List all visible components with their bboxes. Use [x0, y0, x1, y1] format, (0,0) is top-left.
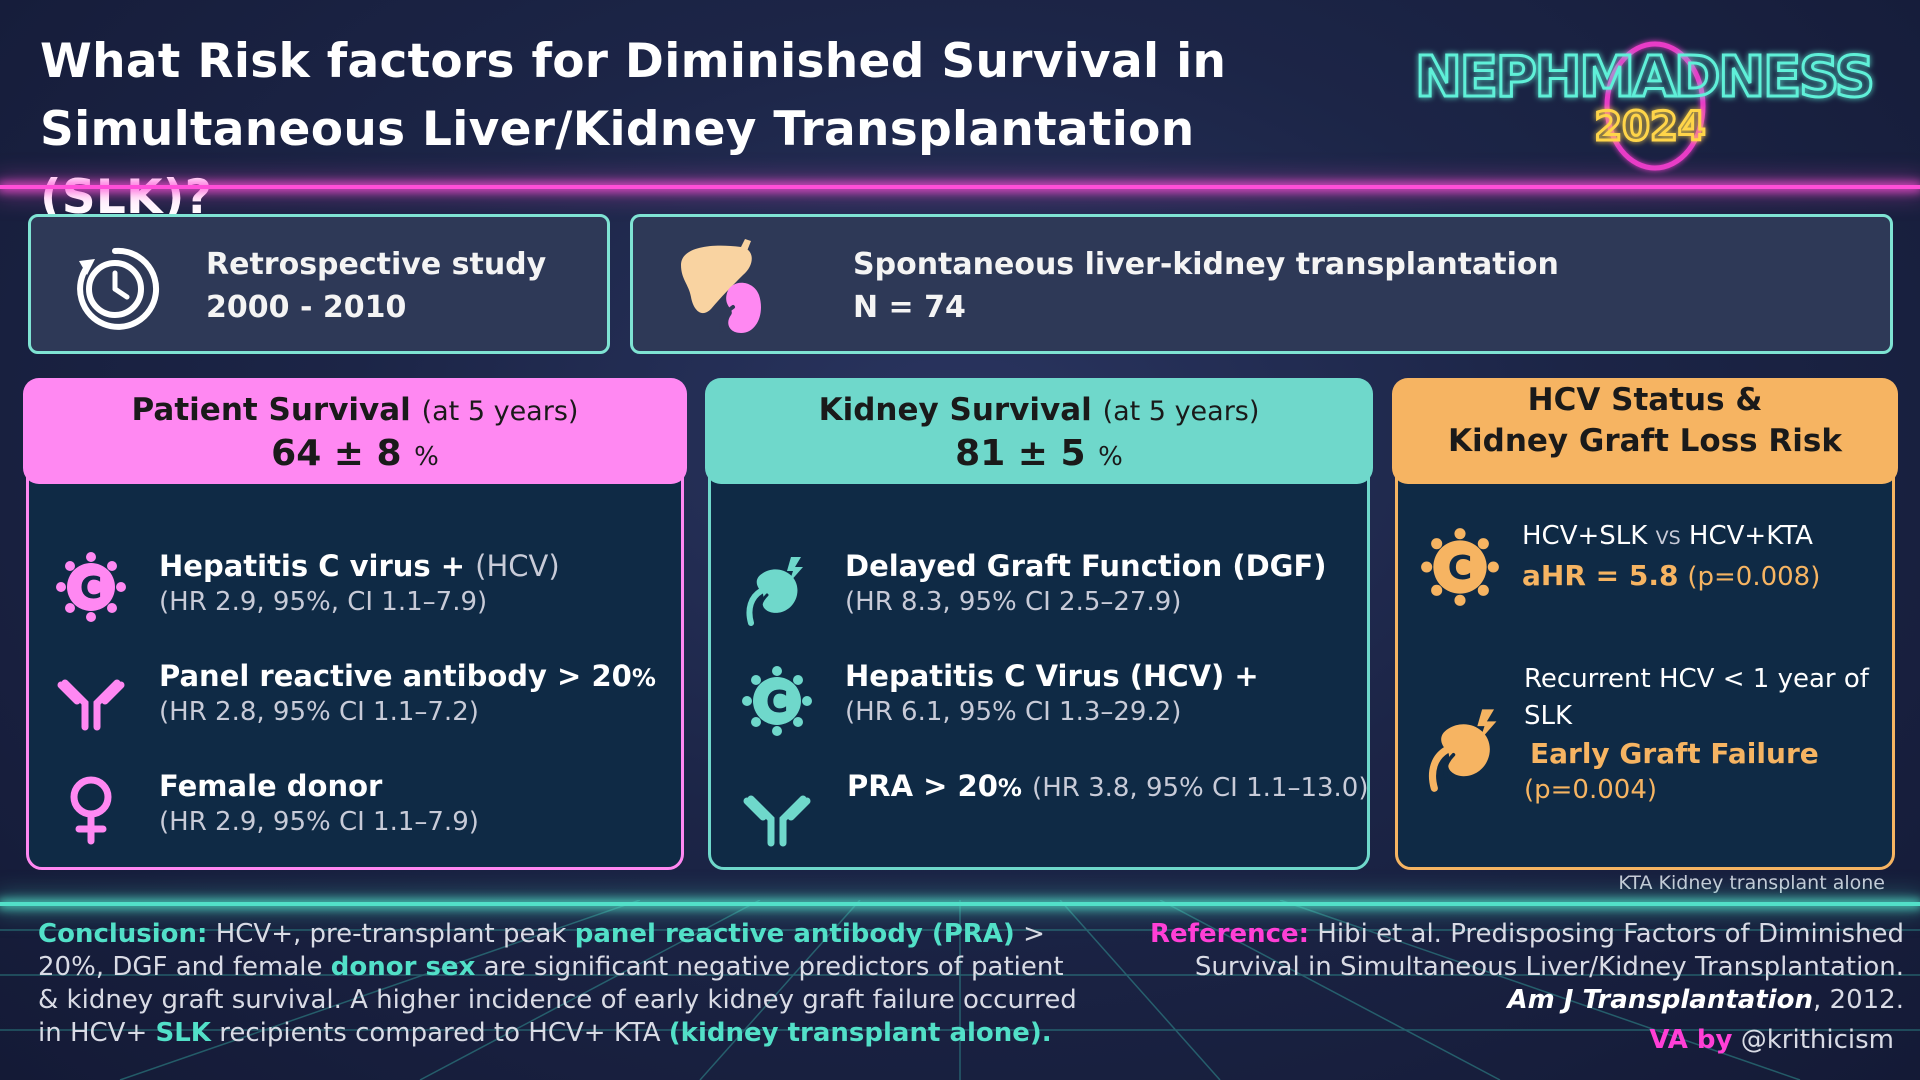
patient-survival-unit: % — [414, 442, 439, 472]
risk-item-female-donor: Female donor (HR 2.9, 95% CI 1.1–7.9) — [29, 769, 681, 859]
hcv-recurrent: Recurrent HCV < 1 year of SLK — [1524, 661, 1869, 735]
page-title: What Risk factors for Diminished Surviva… — [40, 28, 1380, 232]
risk-item-hcv: C Hepatitis C virus + (HCV) (HR 2.9, 95%… — [29, 549, 681, 639]
conclusion-part-2: > 20%, DGF and female — [38, 919, 1045, 982]
study-type: Retrospective study — [206, 247, 547, 282]
background-grid — [0, 900, 1920, 1080]
failing-kidney-icon — [1428, 709, 1497, 792]
hcv-ahr-value: aHR = 5.8 — [1522, 559, 1679, 592]
header-divider — [0, 185, 1920, 189]
population-info-box: Spontaneous liver-kidney transplantation… — [630, 214, 1893, 354]
hcv-cmp-a: HCV+SLK — [1522, 521, 1648, 551]
risk-item-hcv-kidney: C Hepatitis C Virus (HCV) + (HR 6.1, 95%… — [711, 659, 1367, 749]
risk-hcv-stats: (HR 2.9, 95%, CI 1.1–7.9) — [159, 587, 488, 617]
virus-icon: C — [1421, 528, 1499, 606]
va-handle: @krithicism — [1740, 1025, 1894, 1055]
hcv-recurrent-line-2: SLK — [1524, 701, 1573, 731]
kidney-survival-header: Kidney Survival (at 5 years) 81 ± 5 % — [705, 378, 1373, 484]
risk-pra-stats: (HR 2.8, 95% CI 1.1–7.2) — [159, 697, 479, 727]
nephmadness-logo: NEPHMADNESS 2024 — [1414, 41, 1877, 171]
risk-hcv-abbr: (HCV) — [475, 549, 560, 583]
hcv-cmp-b: HCV+KTA — [1688, 521, 1813, 551]
risk-pra-unit: % — [631, 664, 656, 692]
patient-survival-card: Patient Survival (at 5 years) 64 ± 8 % C… — [23, 378, 687, 870]
svg-text:C: C — [766, 685, 788, 720]
hcv-ahr: aHR = 5.8 (p=0.008) — [1522, 559, 1820, 592]
liver-kidney-icon — [681, 239, 761, 333]
risk-female-stats: (HR 2.9, 95% CI 1.1–7.9) — [159, 807, 479, 837]
hcv-status-title-2: Kidney Graft Loss Risk — [1448, 423, 1842, 459]
footer-divider — [0, 902, 1920, 906]
risk-dgf-title: Delayed Graft Function (DGF) — [845, 549, 1327, 583]
population-n: N = 74 — [853, 290, 966, 325]
antibody-icon — [743, 795, 811, 847]
va-label: VA by — [1649, 1025, 1733, 1055]
risk-item-dgf: Delayed Graft Function (DGF) (HR 8.3, 95… — [711, 549, 1367, 639]
conclusion-label: Conclusion: — [38, 919, 208, 949]
population-description: Spontaneous liver-kidney transplantation — [853, 247, 1559, 282]
conclusion-highlight-pra: panel reactive antibody (PRA) — [574, 919, 1015, 949]
title-line-2: Simultaneous Liver/Kidney Transplantatio… — [40, 102, 1195, 225]
kidney-survival-subtitle: (at 5 years) — [1102, 396, 1260, 427]
conclusion-highlight-kta: (kidney transplant alone). — [668, 1018, 1052, 1048]
patient-survival-title: Patient Survival — [131, 392, 411, 428]
risk-pra-kidney-title: PRA > 20 — [847, 769, 998, 803]
kidney-survival-unit: % — [1098, 442, 1123, 472]
reference-citation: Hibi et al. Predisposing Factors of Dimi… — [1194, 919, 1904, 982]
clock-icon — [77, 247, 160, 330]
conclusion-highlight-slk: SLK — [155, 1018, 211, 1048]
virus-icon: C — [56, 552, 126, 622]
reference-label: Reference: — [1150, 919, 1310, 949]
logo-year: 2024 — [1594, 104, 1705, 150]
reference-text: Reference: Hibi et al. Predisposing Fact… — [1084, 918, 1904, 1017]
va-credit: VA by @krithicism — [1649, 1025, 1894, 1055]
patient-survival-subtitle: (at 5 years) — [421, 396, 579, 427]
risk-hcv-kidney-title: Hepatitis C Virus (HCV) + — [845, 659, 1259, 693]
hcv-cmp-vs: VS — [1655, 527, 1681, 549]
patient-survival-header: Patient Survival (at 5 years) 64 ± 8 % — [23, 378, 687, 484]
conclusion-part-4: recipients compared to HCV+ KTA — [219, 1018, 661, 1048]
hcv-status-card: HCV Status & Kidney Graft Loss Risk C HC… — [1392, 378, 1898, 870]
hcv-ahr-p: (p=0.008) — [1687, 562, 1821, 592]
study-years: 2000 - 2010 — [206, 290, 407, 325]
risk-item-pra: Panel reactive antibody > 20% (HR 2.8, 9… — [29, 659, 681, 749]
antibody-icon — [57, 679, 125, 731]
hcv-early-graft-failure: Early Graft Failure — [1530, 737, 1819, 770]
title-line-1: What Risk factors for Diminished Surviva… — [40, 34, 1227, 89]
kta-footnote: KTA Kidney transplant alone — [1618, 872, 1885, 894]
kidney-survival-title: Kidney Survival — [818, 392, 1092, 428]
conclusion-part-3: are significant negative predictors of p… — [38, 952, 1077, 1048]
risk-pra-title: Panel reactive antibody > 20 — [159, 659, 632, 693]
hcv-status-title-1: HCV Status & — [1527, 382, 1763, 418]
conclusion-highlight-donor-sex: donor sex — [330, 952, 476, 982]
risk-item-pra-kidney: PRA > 20% (HR 3.8, 95% CI 1.1–13.0) — [711, 769, 1369, 859]
risk-dgf-stats: (HR 8.3, 95% CI 2.5–27.9) — [845, 587, 1182, 617]
patient-survival-value: 64 ± 8 — [271, 433, 402, 474]
logo-ring — [1604, 41, 1706, 171]
risk-hcv-kidney-stats: (HR 6.1, 95% CI 1.3–29.2) — [845, 697, 1182, 727]
hcv-status-header: HCV Status & Kidney Graft Loss Risk — [1392, 378, 1898, 484]
risk-hcv-title: Hepatitis C virus + — [159, 549, 466, 583]
failing-kidney-icon — [746, 557, 803, 626]
svg-text:C: C — [80, 571, 102, 606]
conclusion-part-1: HCV+, pre-transplant peak — [215, 919, 567, 949]
hcv-comparison: HCV+SLK VS HCV+KTA — [1522, 521, 1813, 551]
kidney-survival-value: 81 ± 5 — [955, 433, 1086, 474]
kidney-survival-card: Kidney Survival (at 5 years) 81 ± 5 % De… — [705, 378, 1373, 870]
risk-female-title: Female donor — [159, 769, 383, 803]
reference-year: , 2012. — [1813, 985, 1904, 1015]
logo-word: NEPHMADNESS — [1415, 45, 1875, 110]
svg-text:C: C — [1448, 548, 1472, 587]
risk-pra-kidney-unit: % — [997, 774, 1022, 802]
reference-journal: Am J Transplantation — [1507, 985, 1814, 1015]
study-info-box: Retrospective study 2000 - 2010 — [28, 214, 610, 354]
hcv-recurrent-line-1: Recurrent HCV < 1 year of — [1524, 664, 1869, 694]
conclusion-text: Conclusion: HCV+, pre-transplant peak pa… — [38, 918, 1078, 1050]
hcv-early-graft-failure-p: (p=0.004) — [1524, 775, 1658, 805]
female-icon — [70, 776, 112, 845]
risk-pra-kidney-stats: (HR 3.8, 95% CI 1.1–13.0) — [1032, 773, 1369, 803]
virus-icon: C — [742, 666, 812, 736]
